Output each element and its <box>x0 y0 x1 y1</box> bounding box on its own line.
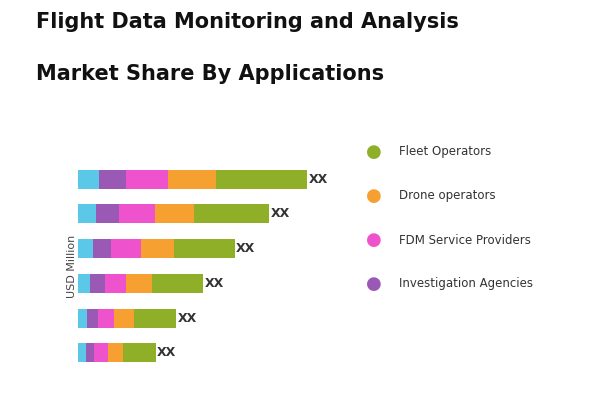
Bar <box>134 308 176 328</box>
Text: XX: XX <box>308 173 328 186</box>
Bar <box>126 274 152 293</box>
Bar <box>114 308 134 328</box>
Text: XX: XX <box>271 207 290 220</box>
Bar <box>105 274 126 293</box>
Bar <box>155 204 194 224</box>
Text: Drone operators: Drone operators <box>399 190 496 202</box>
Text: FDM Service Providers: FDM Service Providers <box>399 234 531 246</box>
Bar <box>111 239 141 258</box>
Bar <box>217 170 307 189</box>
Bar <box>78 204 96 224</box>
Bar <box>96 204 119 224</box>
Y-axis label: USD Million: USD Million <box>67 234 77 298</box>
Text: Investigation Agencies: Investigation Agencies <box>399 278 533 290</box>
Bar <box>87 308 98 328</box>
Bar <box>78 170 99 189</box>
Bar <box>169 170 217 189</box>
Bar <box>78 274 90 293</box>
Bar <box>94 343 107 362</box>
Text: Fleet Operators: Fleet Operators <box>399 146 491 158</box>
Text: ●: ● <box>366 275 382 293</box>
Text: XX: XX <box>236 242 256 255</box>
Text: Market Share By Applications: Market Share By Applications <box>36 64 384 84</box>
Bar <box>99 170 126 189</box>
Bar <box>90 274 105 293</box>
Text: ●: ● <box>366 231 382 249</box>
Bar <box>119 204 155 224</box>
Bar <box>194 204 269 224</box>
Bar <box>86 343 94 362</box>
Bar <box>98 308 114 328</box>
Bar <box>78 308 87 328</box>
Text: Flight Data Monitoring and Analysis: Flight Data Monitoring and Analysis <box>36 12 459 32</box>
Text: XX: XX <box>205 277 224 290</box>
Text: XX: XX <box>157 346 176 359</box>
Bar <box>126 170 169 189</box>
Bar <box>175 239 235 258</box>
Text: XX: XX <box>178 312 197 325</box>
Text: ●: ● <box>366 187 382 205</box>
Text: ●: ● <box>366 143 382 161</box>
Bar <box>141 239 175 258</box>
Bar <box>122 343 155 362</box>
Bar <box>93 239 111 258</box>
Bar <box>78 343 86 362</box>
Bar <box>152 274 203 293</box>
Bar <box>78 239 93 258</box>
Bar <box>107 343 122 362</box>
